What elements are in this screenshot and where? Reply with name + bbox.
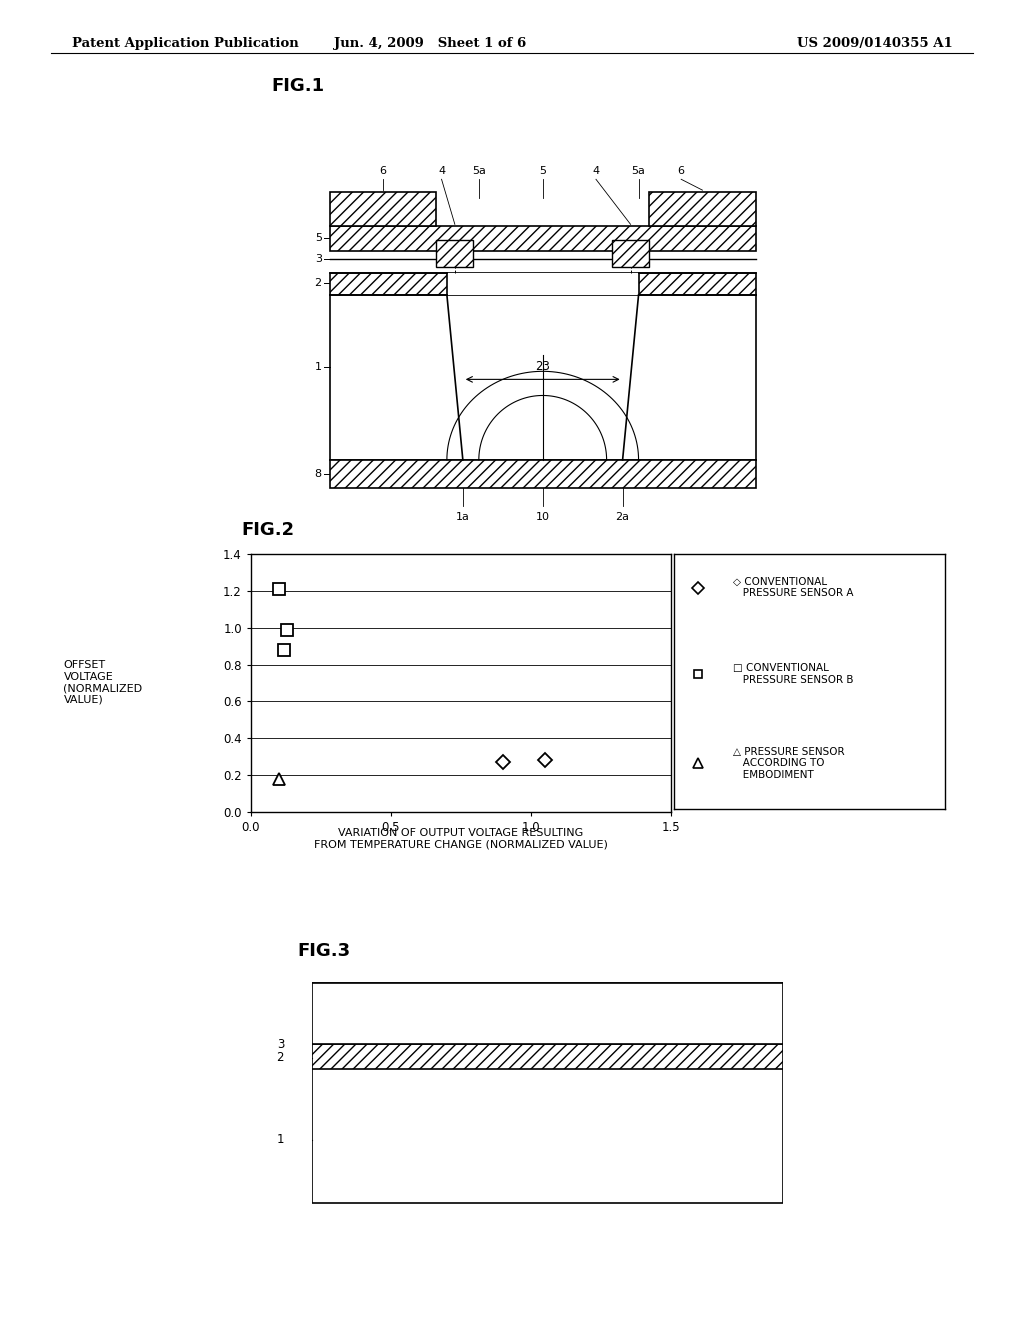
Text: OFFSET
VOLTAGE
(NORMALIZED
VALUE): OFFSET VOLTAGE (NORMALIZED VALUE) [63, 660, 142, 705]
Bar [436, 240, 473, 267]
Text: 1a: 1a [456, 512, 470, 523]
Text: FIG.1: FIG.1 [271, 77, 325, 95]
Text: 4: 4 [438, 166, 445, 176]
Text: □ CONVENTIONAL
   PRESSURE SENSOR B: □ CONVENTIONAL PRESSURE SENSOR B [733, 664, 854, 685]
Text: 2: 2 [314, 277, 322, 288]
Bar [330, 227, 756, 251]
Bar [649, 193, 756, 227]
Text: 8: 8 [314, 469, 322, 479]
Text: Jun. 4, 2009   Sheet 1 of 6: Jun. 4, 2009 Sheet 1 of 6 [334, 37, 526, 50]
Text: US 2009/0140355 A1: US 2009/0140355 A1 [797, 37, 952, 50]
Text: 23: 23 [536, 360, 550, 374]
Bar [330, 459, 756, 488]
Bar [446, 273, 639, 294]
Bar [312, 1044, 783, 1069]
Text: 3: 3 [276, 1038, 284, 1051]
Text: 2a: 2a [615, 512, 630, 523]
Bar [330, 273, 756, 294]
Text: ◇ CONVENTIONAL
   PRESSURE SENSOR A: ◇ CONVENTIONAL PRESSURE SENSOR A [733, 577, 854, 598]
Text: VARIATION OF OUTPUT VOLTAGE RESULTING
FROM TEMPERATURE CHANGE (NORMALIZED VALUE): VARIATION OF OUTPUT VOLTAGE RESULTING FR… [314, 828, 607, 849]
Bar [612, 240, 649, 267]
Text: 5a: 5a [472, 166, 485, 176]
Text: 5a: 5a [632, 166, 645, 176]
Bar [330, 193, 436, 227]
Text: 10: 10 [536, 512, 550, 523]
Text: 6: 6 [678, 166, 685, 176]
Text: 4: 4 [593, 166, 599, 176]
Text: 1: 1 [314, 362, 322, 372]
Text: 2: 2 [276, 1051, 284, 1064]
Text: 3: 3 [314, 253, 322, 264]
Bar [312, 983, 783, 1044]
Text: △ PRESSURE SENSOR
   ACCORDING TO
   EMBODIMENT: △ PRESSURE SENSOR ACCORDING TO EMBODIMEN… [733, 747, 845, 780]
Text: FIG.2: FIG.2 [242, 520, 295, 539]
Text: Patent Application Publication: Patent Application Publication [72, 37, 298, 50]
Text: 5: 5 [540, 166, 546, 176]
Text: 5: 5 [314, 234, 322, 243]
Text: 1: 1 [276, 1134, 284, 1147]
Text: 6: 6 [380, 166, 386, 176]
Text: FIG.3: FIG.3 [297, 941, 350, 960]
